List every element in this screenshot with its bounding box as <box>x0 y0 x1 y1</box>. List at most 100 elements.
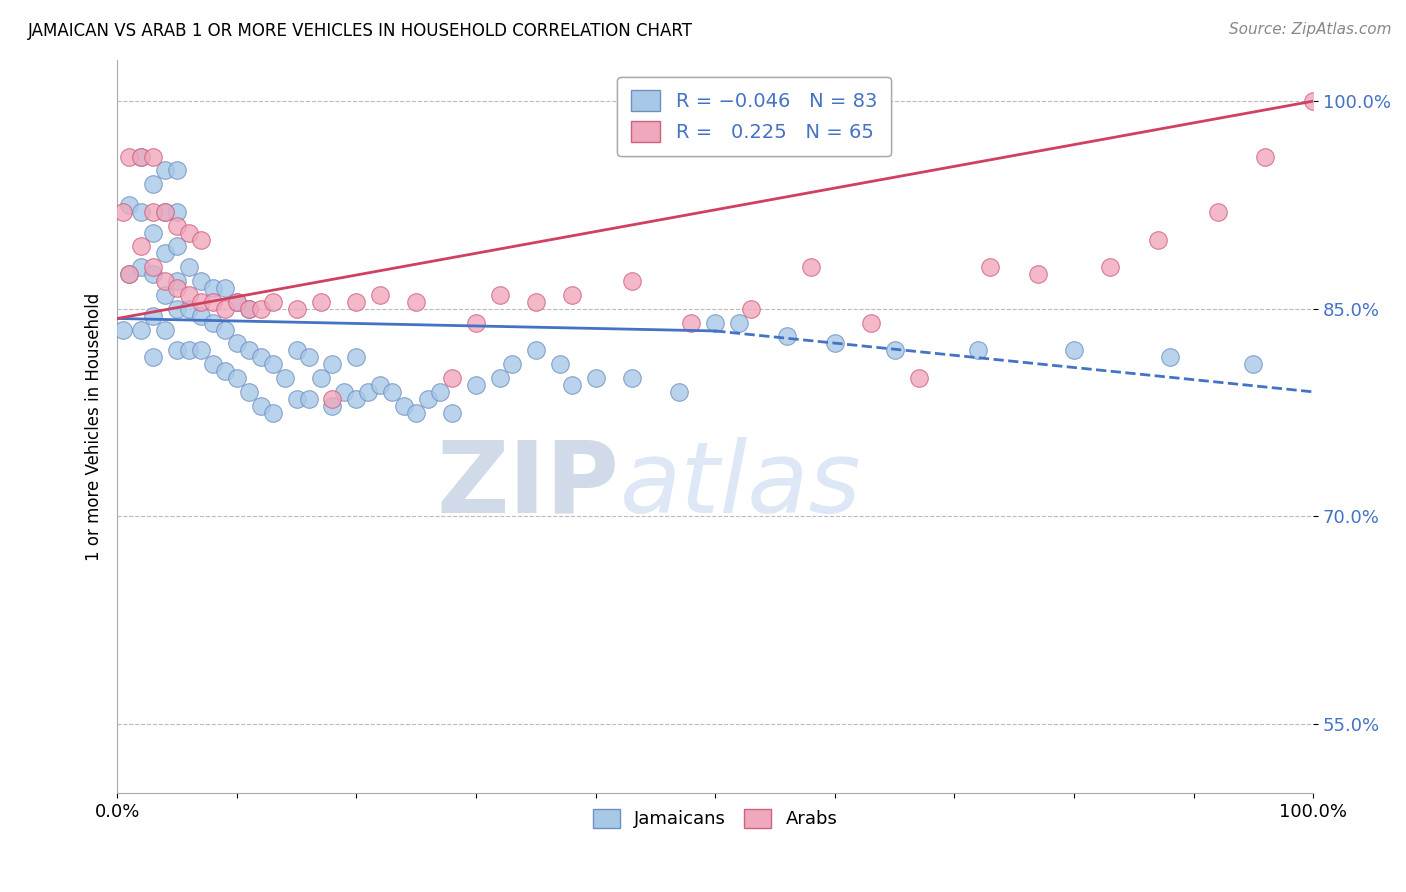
Point <box>129 239 152 253</box>
Point <box>370 288 392 302</box>
Point <box>321 399 343 413</box>
Point <box>489 371 512 385</box>
Point <box>859 316 882 330</box>
Point <box>214 322 236 336</box>
Text: atlas: atlas <box>620 437 860 533</box>
Point <box>561 288 583 302</box>
Point <box>524 343 547 358</box>
Point <box>1026 267 1049 281</box>
Point <box>190 294 212 309</box>
Point <box>118 267 141 281</box>
Point <box>166 281 188 295</box>
Point <box>166 239 188 253</box>
Point <box>142 149 165 163</box>
Point <box>177 301 200 316</box>
Point <box>309 294 332 309</box>
Point <box>285 343 308 358</box>
Point <box>344 351 367 365</box>
Point <box>112 205 135 219</box>
Point <box>177 343 200 358</box>
Point <box>1063 343 1085 358</box>
Point <box>321 357 343 371</box>
Point <box>429 384 451 399</box>
Text: JAMAICAN VS ARAB 1 OR MORE VEHICLES IN HOUSEHOLD CORRELATION CHART: JAMAICAN VS ARAB 1 OR MORE VEHICLES IN H… <box>28 22 693 40</box>
Point <box>238 301 260 316</box>
Point <box>309 371 332 385</box>
Point <box>405 406 427 420</box>
Point <box>190 233 212 247</box>
Point <box>153 288 176 302</box>
Point <box>190 274 212 288</box>
Point <box>333 384 356 399</box>
Point <box>620 371 643 385</box>
Point <box>166 301 188 316</box>
Point <box>129 260 152 275</box>
Point <box>907 371 929 385</box>
Point <box>501 357 523 371</box>
Point <box>394 399 416 413</box>
Point <box>1254 149 1277 163</box>
Point <box>129 322 152 336</box>
Point <box>740 301 762 316</box>
Point <box>262 357 284 371</box>
Point <box>441 371 464 385</box>
Point <box>524 294 547 309</box>
Point <box>201 316 224 330</box>
Y-axis label: 1 or more Vehicles in Household: 1 or more Vehicles in Household <box>86 293 103 560</box>
Point <box>370 378 392 392</box>
Point <box>153 205 176 219</box>
Point <box>201 294 224 309</box>
Point <box>561 378 583 392</box>
Point <box>681 316 703 330</box>
Point <box>142 178 165 192</box>
Point <box>357 384 380 399</box>
Point <box>800 260 823 275</box>
Point <box>285 392 308 406</box>
Point <box>1098 260 1121 275</box>
Point <box>1206 205 1229 219</box>
Point <box>465 378 488 392</box>
Point <box>177 288 200 302</box>
Point <box>418 392 440 406</box>
Point <box>1159 351 1181 365</box>
Point <box>190 343 212 358</box>
Point <box>201 281 224 295</box>
Point <box>465 316 488 330</box>
Point <box>214 301 236 316</box>
Point <box>441 406 464 420</box>
Point <box>1302 94 1324 108</box>
Point <box>704 316 727 330</box>
Point <box>166 343 188 358</box>
Point <box>1146 233 1168 247</box>
Point <box>129 149 152 163</box>
Point <box>225 336 247 351</box>
Legend: Jamaicans, Arabs: Jamaicans, Arabs <box>585 802 845 836</box>
Point <box>153 205 176 219</box>
Point <box>381 384 404 399</box>
Point <box>238 343 260 358</box>
Point <box>153 246 176 260</box>
Point <box>249 399 271 413</box>
Point <box>166 274 188 288</box>
Point <box>129 149 152 163</box>
Point <box>585 371 607 385</box>
Point <box>129 205 152 219</box>
Point <box>321 392 343 406</box>
Point <box>728 316 751 330</box>
Point <box>668 384 690 399</box>
Point <box>273 371 295 385</box>
Text: Source: ZipAtlas.com: Source: ZipAtlas.com <box>1229 22 1392 37</box>
Point <box>177 226 200 240</box>
Point <box>166 219 188 233</box>
Point <box>262 406 284 420</box>
Point <box>153 163 176 178</box>
Point <box>1243 357 1265 371</box>
Point <box>118 149 141 163</box>
Point <box>153 322 176 336</box>
Point <box>142 267 165 281</box>
Point <box>166 205 188 219</box>
Point <box>142 226 165 240</box>
Point <box>118 267 141 281</box>
Point <box>190 309 212 323</box>
Point <box>979 260 1001 275</box>
